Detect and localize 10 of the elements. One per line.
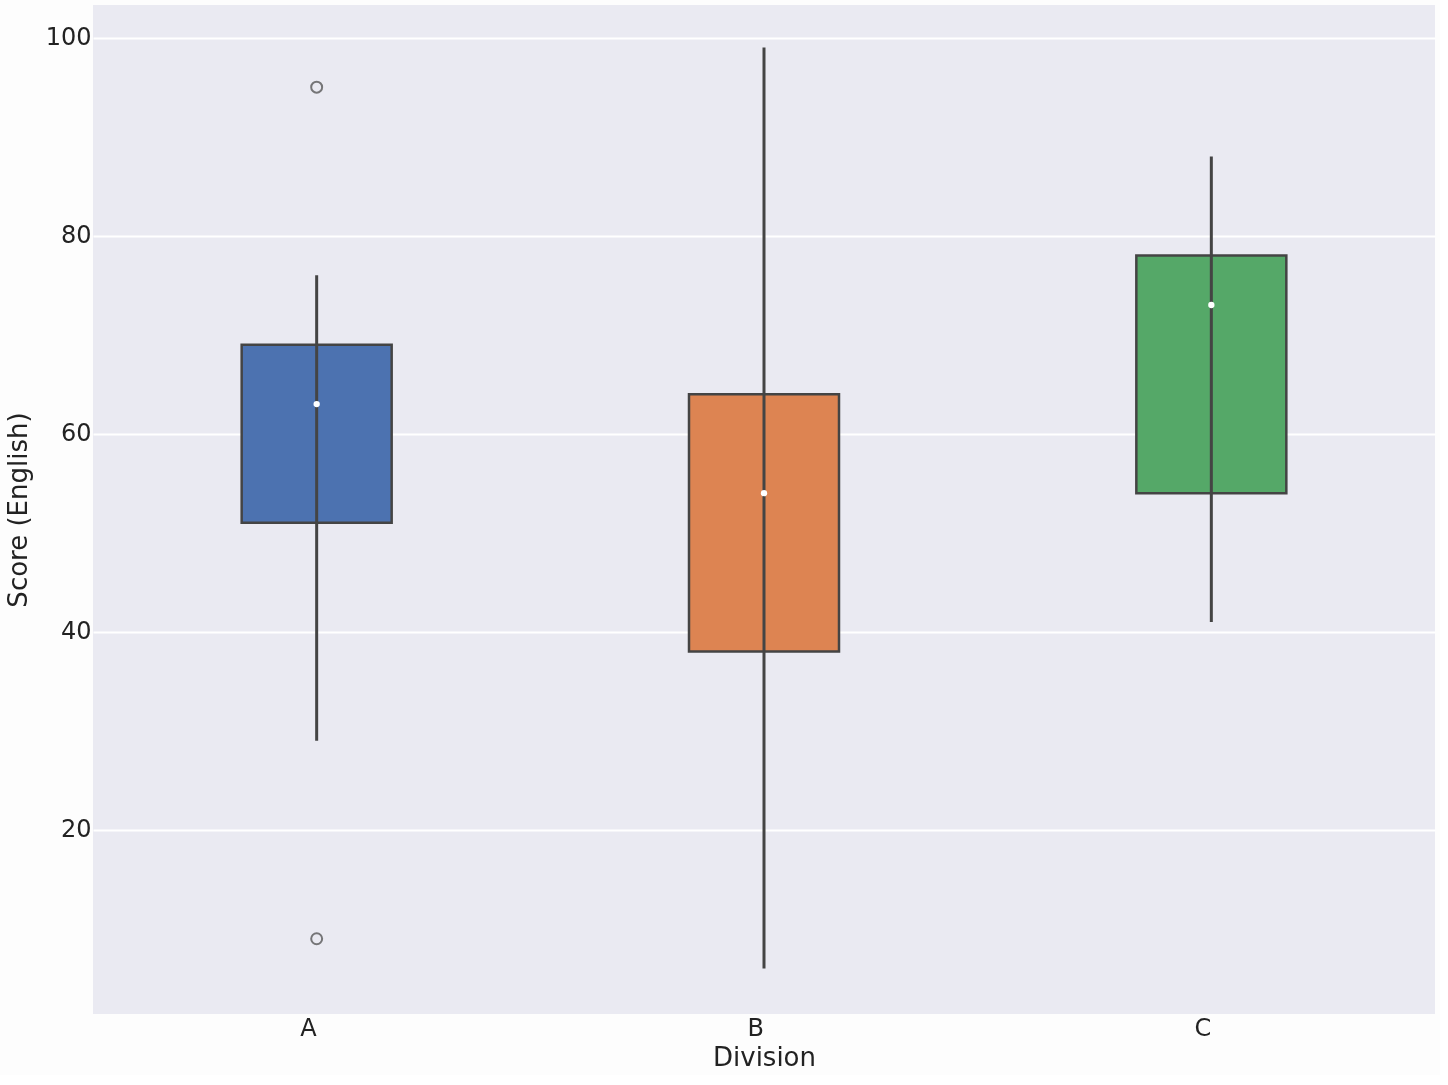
y-axis-title: Score (English)	[2, 412, 33, 608]
y-tick-label: 60	[60, 419, 92, 448]
x-axis-title: Division	[712, 1041, 817, 1072]
y-tick-label: 20	[60, 815, 92, 844]
y-tick-label: 100	[45, 23, 92, 52]
x-tick-label: B	[747, 1013, 764, 1042]
y-tick-label: 80	[60, 221, 92, 250]
x-tick-label: C	[1194, 1013, 1212, 1042]
x-tick-label: A	[300, 1013, 318, 1042]
y-tick-label: 40	[60, 617, 92, 646]
